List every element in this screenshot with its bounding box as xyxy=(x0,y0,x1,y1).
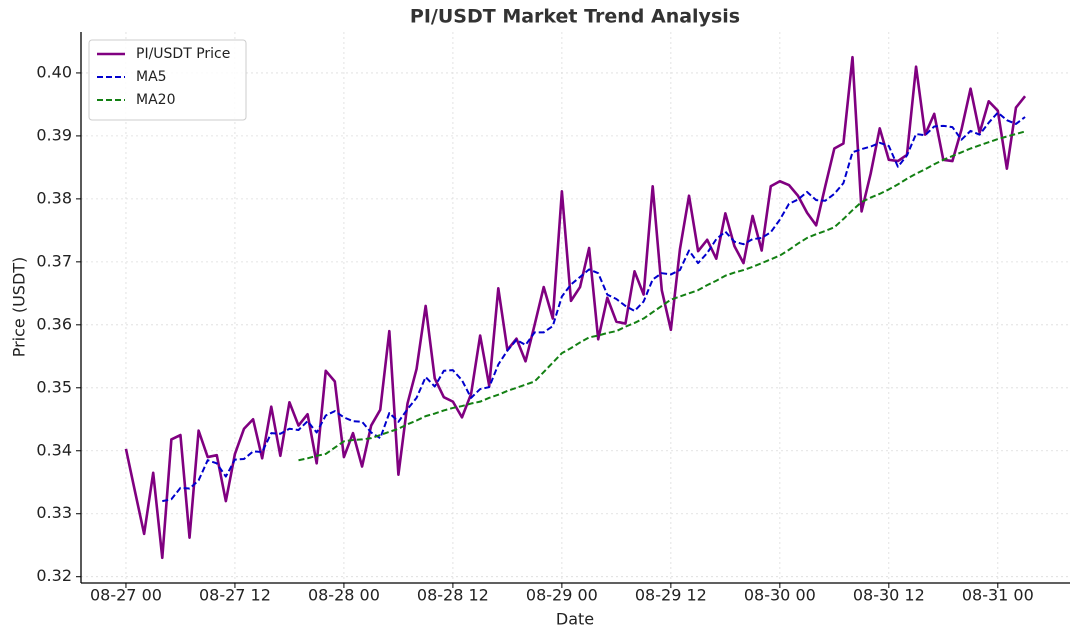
grid xyxy=(81,32,1070,583)
x-tick-label: 08-30 00 xyxy=(744,586,816,605)
x-tick-label: 08-29 00 xyxy=(526,586,598,605)
x-tick-label: 08-27 12 xyxy=(199,586,271,605)
y-tick-label: 0.40 xyxy=(36,62,72,81)
y-axis-label: Price (USDT) xyxy=(10,257,29,358)
legend-label: PI/USDT Price xyxy=(136,46,230,62)
x-tick-label: 08-28 00 xyxy=(308,586,380,605)
y-tick-label: 0.33 xyxy=(36,503,72,522)
y-tick-label: 0.35 xyxy=(36,377,72,396)
legend-box xyxy=(88,39,247,121)
legend: PI/USDT Price MA5 MA20 xyxy=(88,39,247,121)
x-axis-label: Date xyxy=(556,610,594,629)
y-tick-label: 0.34 xyxy=(36,440,72,459)
y-tick-label: 0.39 xyxy=(36,125,72,144)
x-tick-label: 08-31 00 xyxy=(962,586,1034,605)
legend-label: MA5 xyxy=(136,69,167,85)
line-series xyxy=(162,111,1026,503)
x-tick-label: 08-27 00 xyxy=(90,586,162,605)
x-tick-label: 08-29 12 xyxy=(635,586,707,605)
y-tick-label: 0.36 xyxy=(36,314,72,333)
line-series xyxy=(298,130,1026,462)
x-tick-label: 08-30 12 xyxy=(853,586,925,605)
x-tick-label: 08-28 12 xyxy=(417,586,489,605)
chart-title: PI/USDT Market Trend Analysis xyxy=(410,6,740,28)
y-tick-label: 0.38 xyxy=(36,188,72,207)
y-tick-label: 0.37 xyxy=(36,251,72,270)
legend-label: MA20 xyxy=(136,92,175,108)
y-tick-label: 0.32 xyxy=(36,566,72,585)
line-series xyxy=(124,55,1027,560)
